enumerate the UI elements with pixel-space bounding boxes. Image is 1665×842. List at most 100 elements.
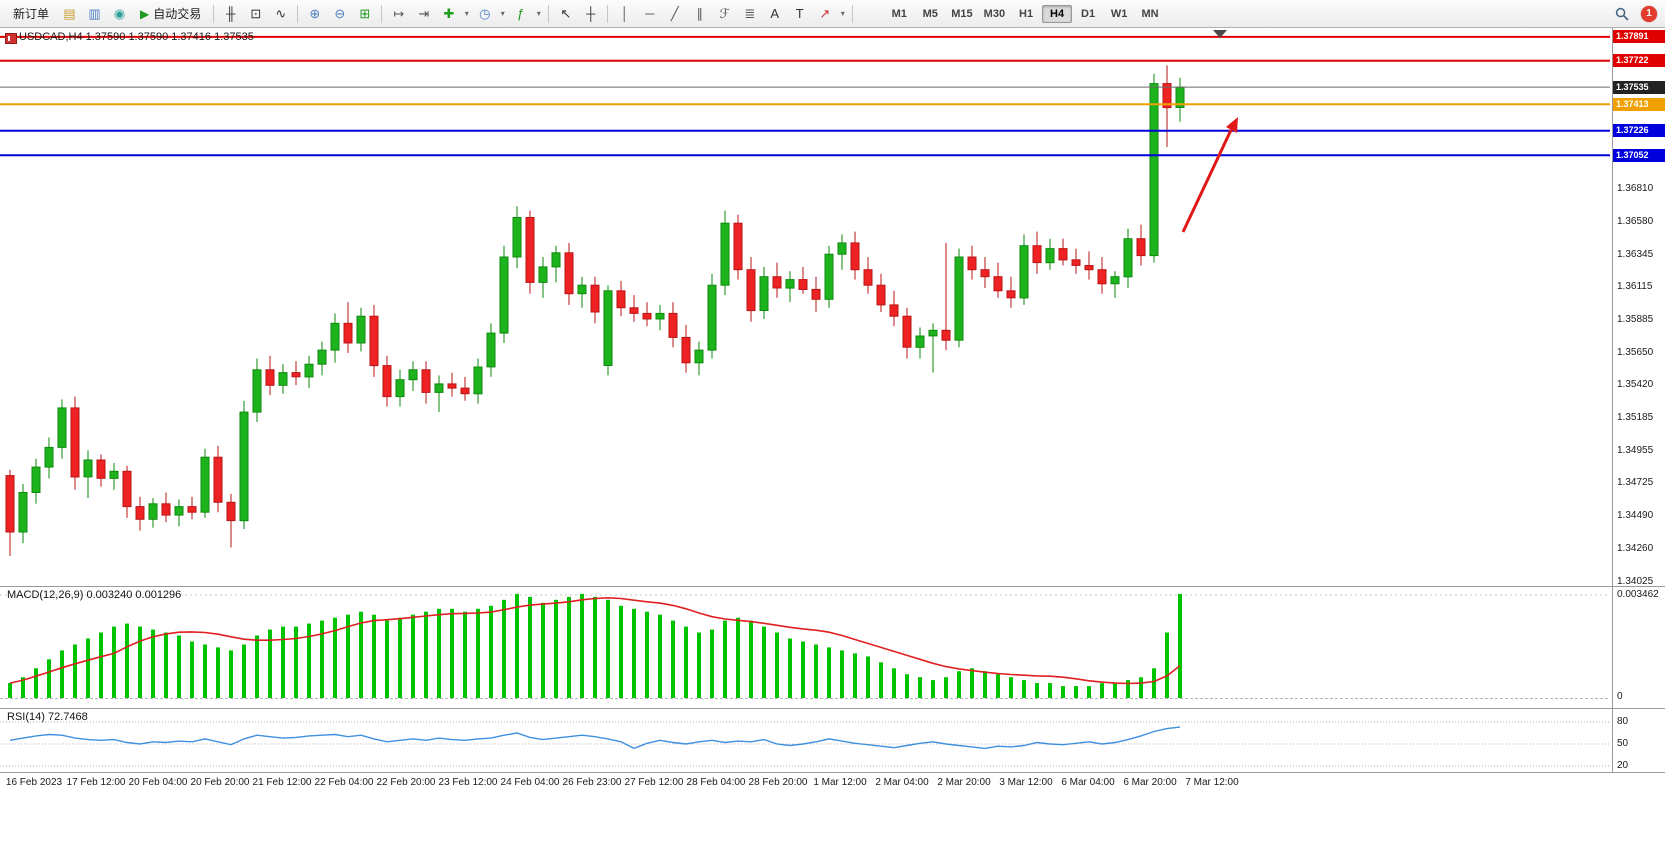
new-order-button[interactable]: 新订单 — [6, 2, 56, 25]
auto-scroll-icon[interactable]: ↦ — [393, 5, 405, 21]
candle — [434, 383, 444, 393]
candle — [135, 506, 145, 520]
macd-bar — [294, 626, 298, 698]
text-tool-icon[interactable]: A — [770, 6, 780, 21]
macd-bar — [34, 668, 38, 699]
macd-bar — [1152, 668, 1156, 699]
timeframe-H4[interactable]: H4 — [1042, 4, 1073, 23]
cycle-lines-tool-icon[interactable]: ≣ — [744, 5, 756, 21]
candle — [161, 503, 171, 516]
arrow-annotation-head[interactable] — [1226, 117, 1238, 133]
chevron-down-icon[interactable]: ▾ — [840, 9, 845, 18]
market-depth-icon[interactable]: ▤ — [63, 5, 76, 21]
candle — [941, 329, 951, 341]
macd-bar — [190, 641, 194, 698]
candle — [1084, 265, 1094, 271]
line-chart-type-icon[interactable]: ∿ — [275, 5, 287, 21]
macd-bar — [762, 626, 766, 698]
timeframe-MN[interactable]: MN — [1141, 7, 1159, 20]
arrow-tool-icon[interactable]: ↗ — [819, 5, 831, 21]
macd-bar — [580, 593, 584, 698]
chevron-down-icon[interactable]: ▾ — [464, 9, 469, 18]
indicators-icon[interactable]: ƒ — [517, 6, 525, 21]
text-label-tool-icon[interactable]: T — [795, 6, 804, 21]
candle — [564, 252, 574, 295]
macd-bar — [996, 674, 1000, 698]
candle — [837, 242, 847, 255]
crosshair-icon[interactable]: ┼ — [586, 6, 596, 21]
candle — [486, 332, 496, 368]
macd-bar — [697, 632, 701, 698]
macd-bar — [970, 668, 974, 699]
macd-bar — [125, 623, 129, 698]
candle — [265, 369, 275, 386]
macd-bar — [1126, 680, 1130, 698]
separator — [297, 4, 299, 23]
macd-bar — [658, 614, 662, 698]
candle — [928, 329, 938, 337]
timeframe-D1[interactable]: D1 — [1081, 7, 1096, 20]
macd-bar — [671, 620, 675, 698]
macd-bar — [138, 626, 142, 698]
cursor-icon[interactable]: ↖ — [560, 5, 572, 21]
timeframe-M1[interactable]: M1 — [891, 7, 907, 20]
macd-bar — [957, 671, 961, 698]
new-chart-icon[interactable]: ✚ — [443, 5, 455, 21]
timeframe-M15[interactable]: M15 — [951, 7, 973, 20]
horizontal-line-tool-icon[interactable]: ─ — [645, 6, 655, 21]
timeframe-M30[interactable]: M30 — [983, 7, 1006, 20]
candle — [148, 503, 158, 520]
timeframe-W1[interactable]: W1 — [1110, 7, 1128, 20]
candle — [330, 322, 340, 351]
candle — [382, 365, 392, 398]
macd-bar — [866, 656, 870, 698]
toolbar: 新订单 ▤ ▥ ◉ ▶ 自动交易 ╫ ⊡ ∿ ⊕ ⊖ ⊞ ↦ ⇥ ✚ ▾ ◷ ▾… — [0, 0, 1665, 28]
tile-windows-icon[interactable]: ⊞ — [359, 5, 371, 21]
candle — [252, 369, 262, 413]
channel-tool-icon[interactable]: ∥ — [696, 5, 704, 21]
chart-shift-icon[interactable]: ⇥ — [418, 5, 430, 21]
timeframe-M5[interactable]: M5 — [922, 7, 938, 20]
macd-bar — [1074, 686, 1078, 698]
candle — [616, 290, 626, 309]
bar-chart-type-icon[interactable]: ╫ — [226, 6, 236, 21]
separator — [852, 4, 854, 23]
notification-badge[interactable]: 1 — [1641, 5, 1657, 22]
macd-bar — [736, 617, 740, 698]
zoom-out-icon[interactable]: ⊖ — [334, 5, 346, 21]
candle — [707, 284, 717, 351]
candlestick-type-icon[interactable]: ⊡ — [250, 5, 262, 21]
candle — [798, 279, 808, 291]
macd-bar — [528, 596, 532, 698]
auto-trading-button[interactable]: ▶ 自动交易 — [133, 2, 208, 25]
play-icon: ▶ — [140, 6, 150, 21]
chevron-down-icon[interactable]: ▾ — [536, 9, 541, 18]
candle — [1071, 259, 1081, 266]
search-icon[interactable] — [1610, 3, 1633, 25]
chart-shift-marker[interactable] — [1213, 30, 1227, 38]
zoom-in-icon[interactable]: ⊕ — [309, 5, 321, 21]
sounds-icon[interactable]: ◉ — [113, 5, 126, 21]
periods-icon[interactable]: ◷ — [479, 5, 491, 21]
arrow-annotation[interactable] — [1181, 129, 1233, 233]
vertical-line-tool-icon[interactable]: │ — [620, 6, 629, 21]
timeframe-H1[interactable]: H1 — [1019, 7, 1034, 20]
macd-bar — [151, 629, 155, 698]
fibonacci-tool-icon[interactable]: ℱ — [719, 5, 730, 21]
candle — [1110, 276, 1120, 285]
candle — [395, 379, 405, 398]
chevron-down-icon[interactable]: ▾ — [500, 9, 505, 18]
trendline-tool-icon[interactable]: ╱ — [670, 5, 679, 21]
candle — [5, 475, 15, 533]
macd-bar — [645, 611, 649, 698]
toolbar-right: 1 — [1610, 3, 1659, 25]
separator — [381, 4, 383, 23]
candle — [304, 363, 314, 378]
candle — [447, 383, 457, 389]
macd-bar — [164, 632, 168, 698]
data-window-icon[interactable]: ▥ — [88, 5, 101, 21]
macd-bar — [593, 596, 597, 698]
macd-bar — [619, 605, 623, 698]
macd-bar — [788, 638, 792, 698]
